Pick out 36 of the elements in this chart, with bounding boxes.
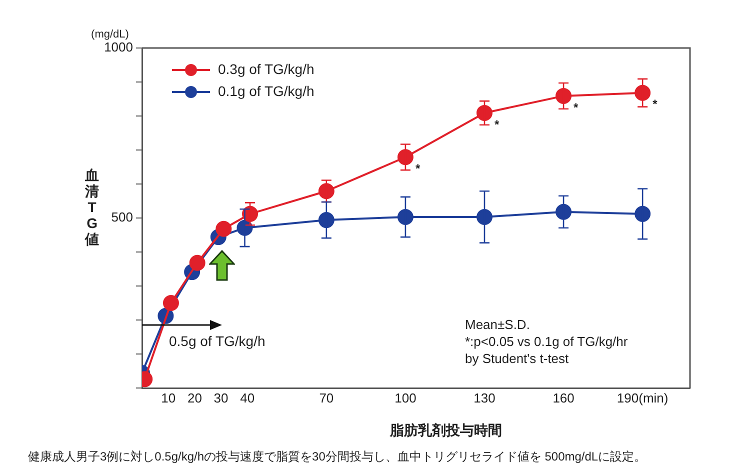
point [556, 88, 572, 104]
point [189, 254, 206, 271]
x-tick-label: 20 [187, 390, 202, 406]
point [556, 204, 572, 220]
legend-label: 0.3g of TG/kg/h [218, 60, 314, 77]
x-tick-label: 30 [214, 390, 228, 406]
point [476, 208, 492, 225]
x-tick-label: 190(min) [616, 390, 668, 406]
point [397, 208, 414, 225]
point [318, 183, 334, 200]
x-tick-label: 10 [161, 390, 176, 406]
point [162, 295, 179, 311]
point [634, 84, 651, 101]
x-tick-label: 130 [474, 390, 496, 406]
x-tick-label: 40 [240, 390, 255, 406]
y-tick-label: 500 [111, 210, 133, 225]
annotation: * [415, 161, 420, 176]
y-axis-title: 血清TG値 [84, 166, 99, 247]
point [634, 206, 651, 222]
x-tick-label: 70 [319, 390, 334, 406]
annotation: * [494, 117, 500, 132]
point [397, 149, 414, 166]
text: (mg/dL) [91, 28, 129, 41]
annotation: * [652, 97, 658, 112]
annotation: * [574, 100, 579, 114]
annotation: 0.5g of TG/kg/h [169, 332, 266, 349]
x-axis-title: 脂肪乳剤投与時間 [389, 422, 502, 438]
point [318, 212, 334, 228]
point [216, 220, 232, 237]
y-tick-label: 1000 [104, 40, 133, 55]
legend-label: 0.1g of TG/kg/h [218, 82, 314, 99]
point [476, 104, 492, 121]
x-tick-label: 100 [394, 390, 416, 406]
x-tick-label: 160 [552, 390, 574, 406]
text: 健康成人男子3例に対し0.5g/kg/hの投与速度で脂質を30分間投与し、血中トリグリセライド値を 500mg/dLに設定。 [28, 449, 646, 464]
annotation: Mean±S.D. *:p<0.05 vs 0.1g of TG/kg/hr by Student's t-test [465, 317, 628, 366]
